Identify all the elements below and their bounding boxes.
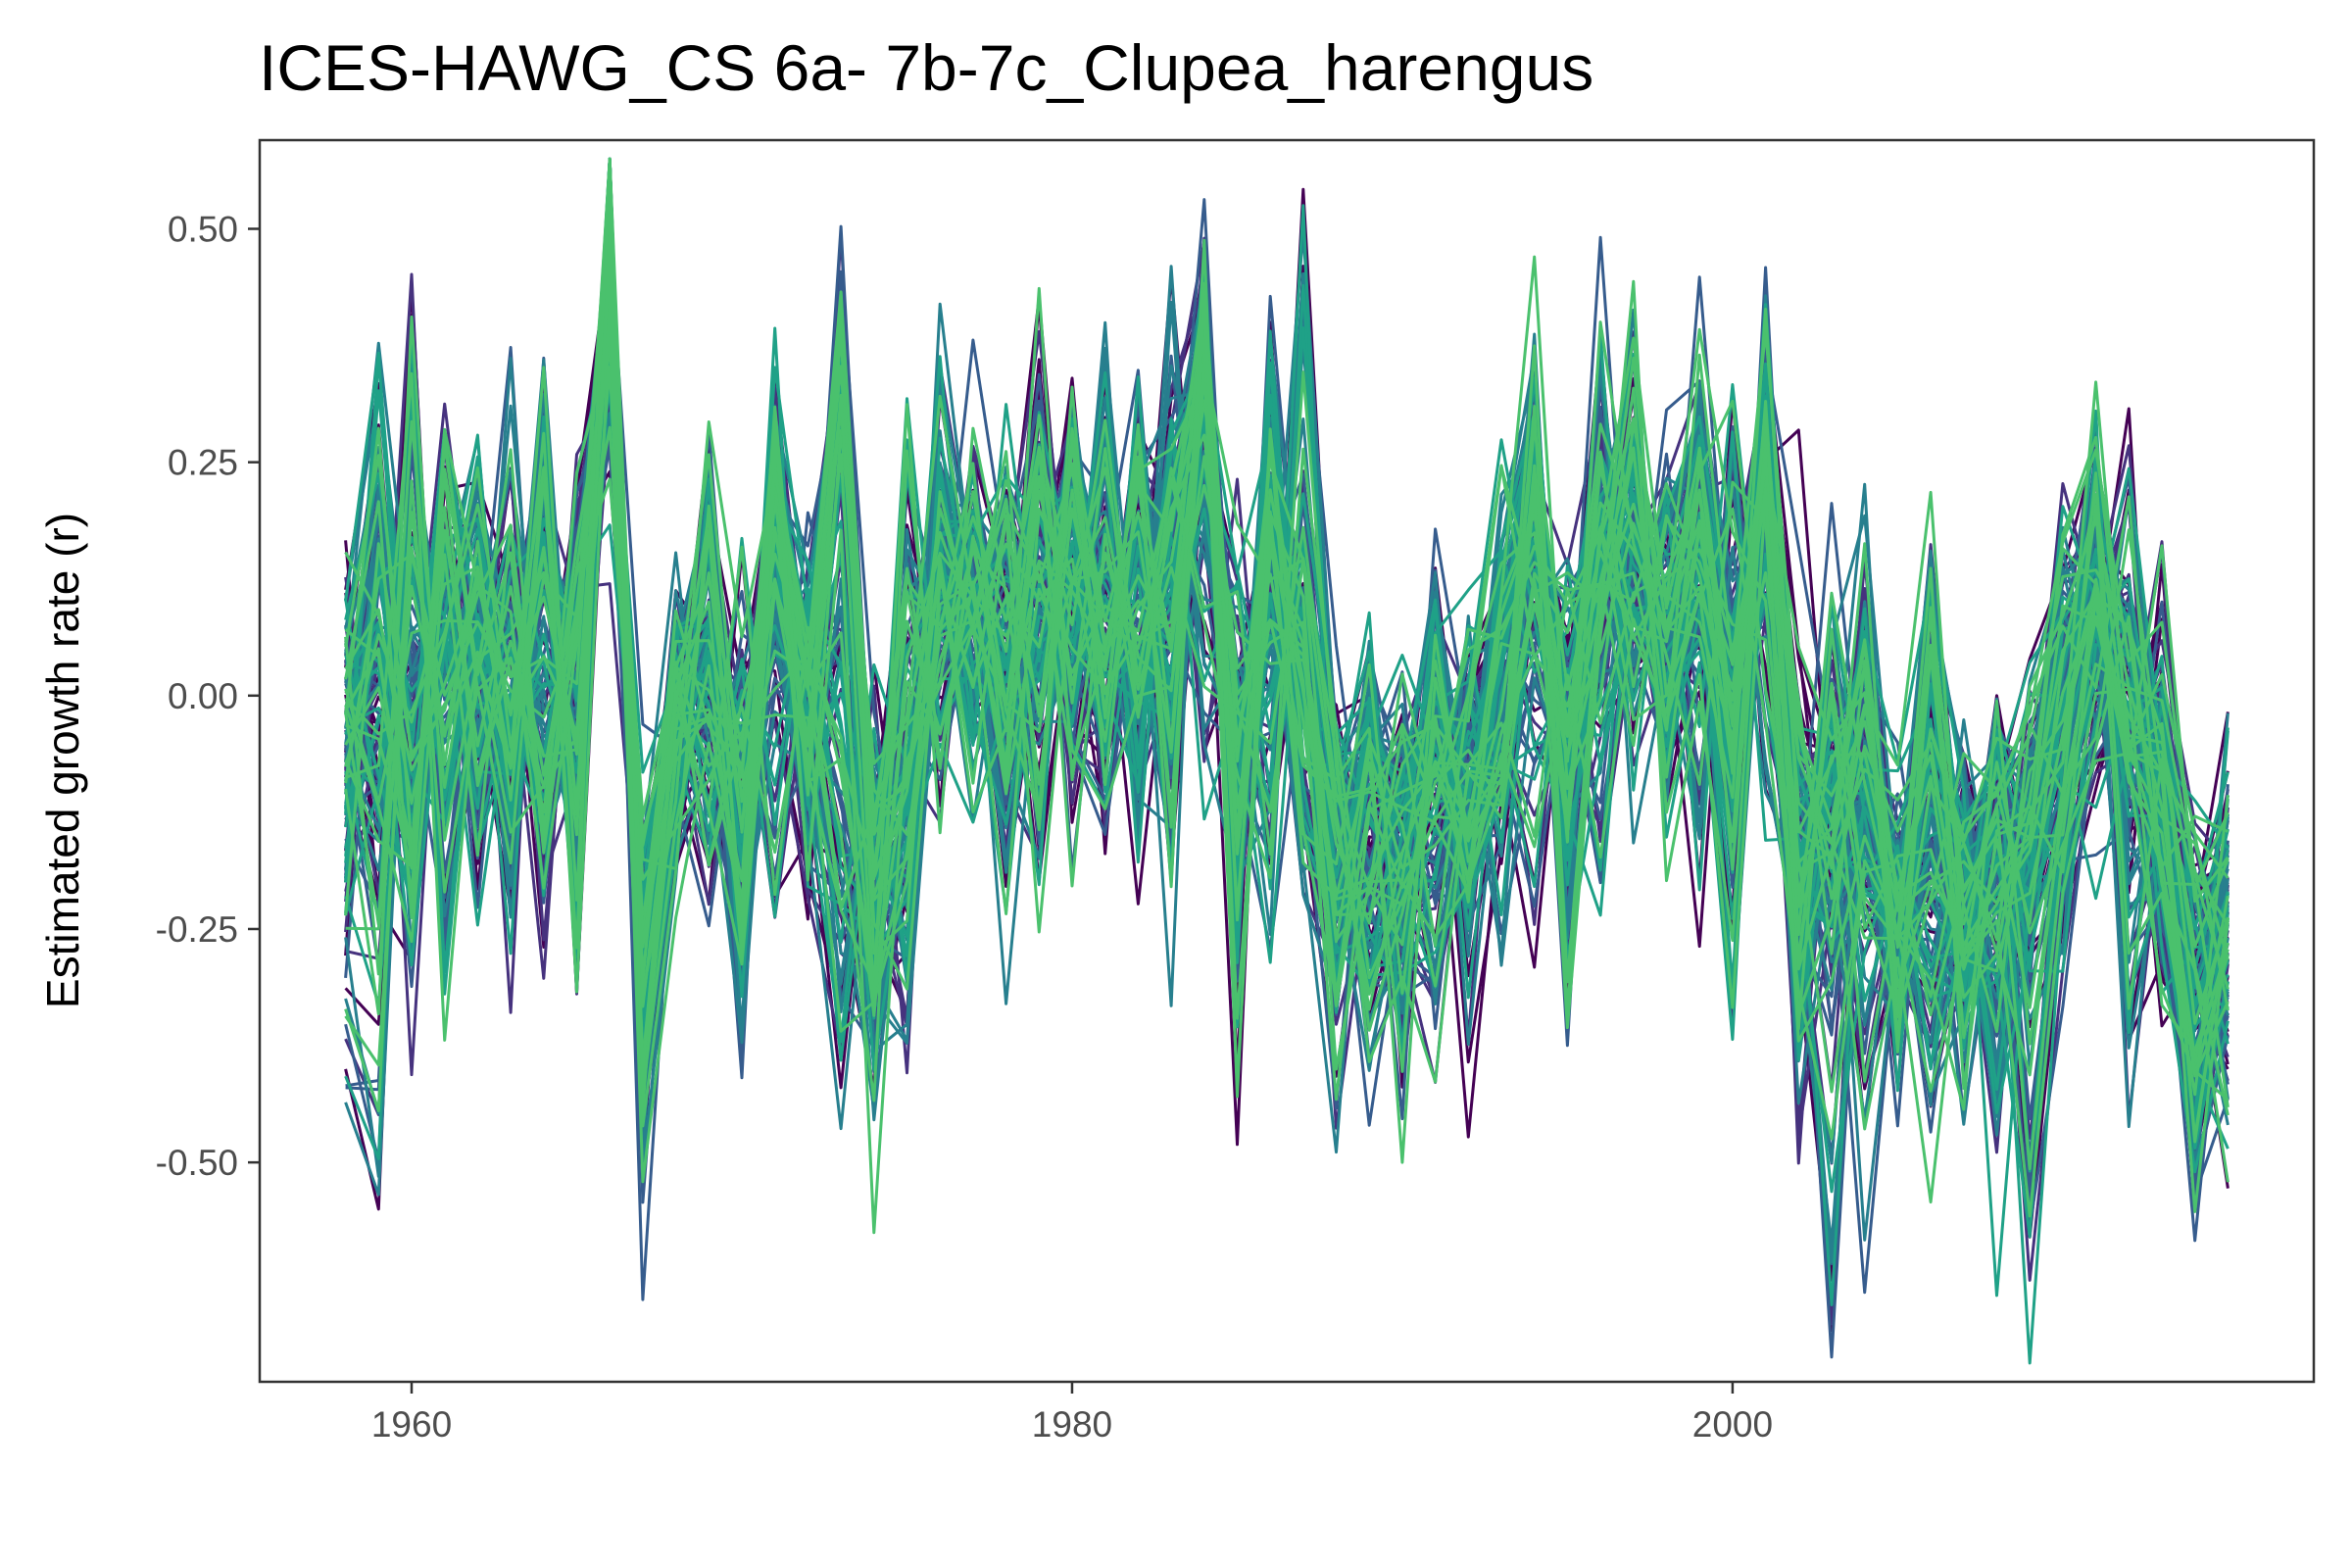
y-tick-label: 0.00 [168,676,238,716]
y-axis: 0.50 0.25 0.00 -0.25 -0.50 [156,210,260,1183]
plot-panel-border [258,138,2316,1384]
x-tick-label: 2000 [1692,1404,1773,1445]
y-tick-label: 0.25 [168,443,238,483]
y-tick-label: -0.25 [156,909,238,950]
series-lines [344,157,2230,1365]
x-tick-label: 1960 [371,1404,452,1445]
x-tick-label: 1980 [1032,1404,1112,1445]
series-line [344,290,2230,1102]
chart-title: ICES-HAWG_CS 6a- 7b-7c_Clupea_harengus [259,31,1593,104]
y-axis-title: Estimated growth rate (r) [37,513,88,1008]
y-tick-label: 0.50 [168,210,238,250]
y-tick-label: -0.50 [156,1143,238,1183]
x-axis: 1960 1980 2000 [371,1382,1773,1445]
series-line [344,234,2230,1097]
series-line [344,253,2230,1144]
